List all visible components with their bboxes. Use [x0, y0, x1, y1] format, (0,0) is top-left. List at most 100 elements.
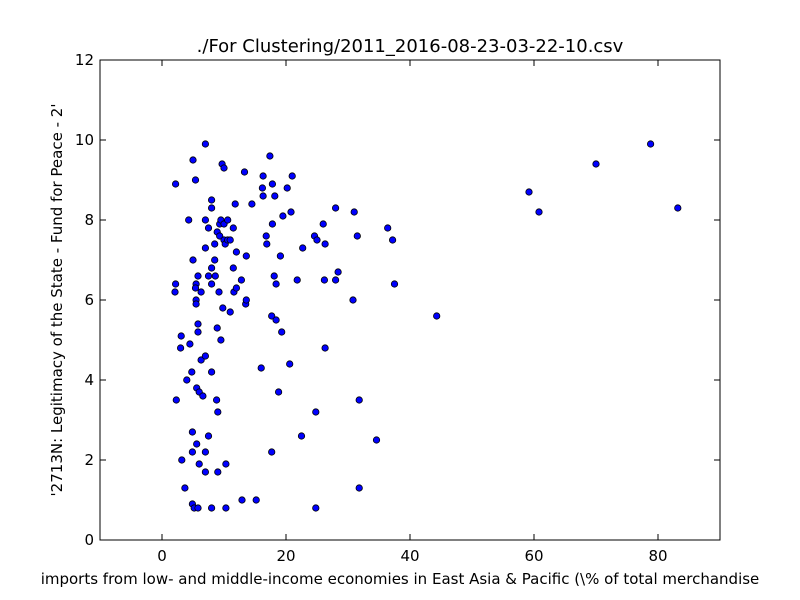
data-point: [331, 276, 340, 284]
data-point: [177, 332, 185, 340]
data-point: [211, 272, 219, 280]
data-point: [270, 272, 278, 280]
data-point: [268, 220, 276, 228]
data-point: [237, 276, 245, 284]
data-point: [258, 184, 266, 192]
data-point: [208, 368, 216, 376]
data-point: [177, 344, 185, 352]
data-point: [192, 300, 200, 308]
data-point: [199, 392, 207, 400]
data-point: [231, 200, 239, 208]
data-point: [287, 208, 295, 216]
data-point: [229, 224, 237, 232]
data-point: [201, 244, 209, 252]
data-point: [214, 408, 222, 416]
data-point: [208, 280, 216, 288]
x-tick-label: 60: [524, 547, 543, 565]
data-point: [288, 172, 296, 180]
data-point: [433, 312, 441, 320]
data-point: [201, 468, 209, 476]
x-tick-label: 20: [276, 547, 295, 565]
data-point: [646, 140, 655, 148]
data-point: [320, 276, 328, 284]
chart-title: ./For Clustering/2011_2016-08-23-03-22-1…: [197, 36, 624, 57]
data-point: [276, 252, 284, 260]
data-point: [201, 216, 209, 224]
data-point: [674, 204, 682, 212]
data-point: [204, 224, 213, 232]
data-point: [384, 224, 392, 232]
x-tick-label: 0: [157, 547, 167, 565]
data-point: [535, 208, 543, 216]
points-layer: [171, 140, 682, 512]
data-point: [268, 312, 276, 320]
data-point: [171, 288, 179, 296]
y-tick-label: 2: [84, 451, 94, 469]
data-point: [172, 396, 180, 404]
data-point: [211, 240, 219, 248]
y-tick-label: 8: [84, 211, 94, 229]
data-point: [297, 432, 306, 440]
y-tick-label: 0: [84, 531, 94, 549]
data-point: [208, 196, 216, 204]
data-point: [194, 504, 202, 512]
data-point: [226, 308, 234, 316]
data-point: [592, 160, 600, 168]
data-point: [183, 376, 191, 384]
data-point: [321, 344, 329, 352]
data-point: [271, 192, 279, 200]
data-point: [172, 280, 180, 288]
data-point: [252, 496, 260, 504]
data-point: [222, 460, 230, 468]
data-point: [286, 360, 294, 368]
data-point: [312, 504, 320, 512]
ticks-layer: 0 20 40 60 80 0 2 4 6 8 10 12: [75, 51, 720, 565]
data-point: [263, 240, 271, 248]
data-point: [178, 456, 186, 464]
data-point: [331, 204, 340, 212]
data-point: [272, 280, 280, 288]
data-point: [353, 232, 361, 240]
data-point: [279, 212, 287, 220]
data-point: [268, 180, 276, 188]
data-point: [224, 216, 232, 224]
data-point: [213, 396, 221, 404]
data-point: [191, 284, 200, 292]
data-point: [208, 264, 216, 272]
data-point: [319, 220, 327, 228]
data-point: [197, 288, 205, 296]
x-axis-label: imports from low- and middle-income econ…: [41, 570, 760, 588]
data-point: [194, 272, 202, 280]
data-point: [388, 236, 397, 244]
data-point: [334, 268, 342, 276]
data-point: [242, 252, 250, 260]
data-point: [194, 320, 202, 328]
data-point: [390, 280, 399, 288]
data-point: [525, 188, 533, 196]
data-point: [257, 364, 265, 372]
data-point: [278, 328, 286, 336]
data-point: [195, 460, 203, 468]
data-point: [274, 388, 283, 396]
data-point: [211, 256, 219, 264]
data-point: [229, 264, 237, 272]
data-point: [193, 440, 201, 448]
data-point: [216, 232, 224, 240]
y-tick-label: 10: [75, 131, 94, 149]
y-axis-label: '2713N: Legitimacy of the State - Fund f…: [48, 104, 66, 497]
data-point: [293, 276, 301, 284]
data-point: [283, 184, 291, 192]
data-point: [201, 352, 209, 360]
data-point: [188, 448, 196, 456]
data-point: [350, 208, 358, 216]
data-point: [189, 156, 197, 164]
data-point: [191, 176, 200, 184]
data-point: [238, 496, 246, 504]
data-point: [208, 504, 216, 512]
x-tick-label: 80: [648, 547, 667, 565]
data-point: [321, 240, 329, 248]
data-point: [266, 152, 274, 160]
y-tick-label: 4: [84, 371, 94, 389]
data-point: [272, 316, 280, 324]
